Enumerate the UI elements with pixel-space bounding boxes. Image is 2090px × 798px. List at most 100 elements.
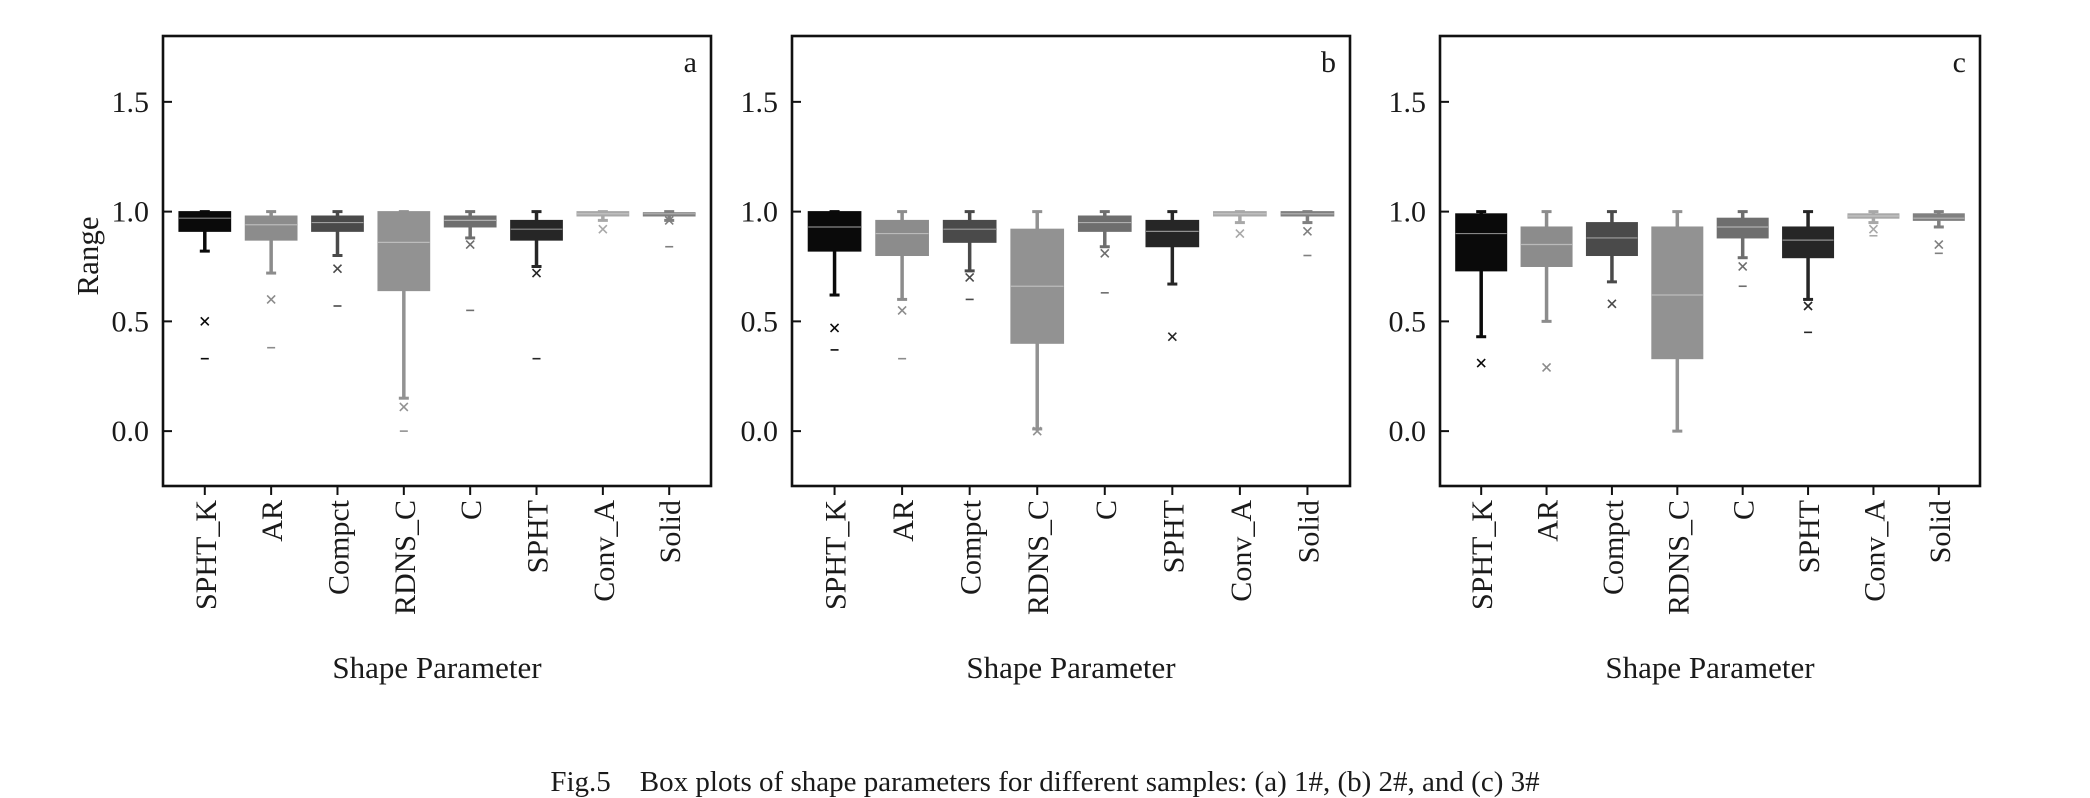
box-compct [311,210,364,307]
box-c [1716,210,1769,288]
outlier-marker [200,316,210,326]
outlier-marker [664,215,674,225]
y-tick-label: 1.5 [741,86,779,119]
box-spht [1782,210,1835,334]
box-ar [244,210,298,349]
plot-frame [161,34,713,488]
outlier-marker [1541,362,1552,373]
outlier-marker [1607,299,1617,309]
box-body [510,219,563,241]
x-tick-label: Compct [1597,499,1630,595]
box-body [1077,215,1132,232]
box-body [443,215,497,228]
box-rdns-c [1010,210,1065,436]
y-tick-label: 0.5 [112,305,150,338]
outlier-marker [332,264,343,274]
x-tick-label: SPHT [1793,500,1826,573]
box-body [1145,219,1200,248]
box-body [807,211,862,252]
x-tick-label: Solid [1924,500,1957,563]
x-tick-label: Compct [322,499,355,595]
box-ar [875,210,929,360]
panel-label: c [1953,46,1966,79]
outlier-marker [531,268,542,278]
y-tick-label: 1.5 [112,86,150,119]
box-body [1520,226,1573,267]
box-compct [1585,210,1638,309]
outlier-marker [1803,301,1813,311]
box-body [244,215,298,241]
x-tick-label: C [1090,500,1123,520]
box-spht [1145,210,1200,342]
outlier-marker [1868,224,1879,234]
outlier-marker [1032,426,1042,436]
y-tick-label: 0.5 [1389,305,1427,338]
panel-b: 0.0 0.5 1.0 1.5 b SPHT_K AR Compct RDNS_C C SPHT Co… [741,34,1352,685]
x-tick-label: Solid [654,500,687,563]
x-axis-label: Shape Parameter [966,650,1176,685]
y-tick-label: 0.0 [1389,415,1427,448]
y-tick-label: 0.5 [741,305,779,338]
y-tick-label: 1.5 [1389,86,1427,119]
outlier-marker [598,224,608,234]
x-tick-label: RDNS_C [1662,500,1695,615]
box-body [1585,222,1638,257]
y-tick-label: 0.0 [112,415,150,448]
y-tick-label: 1.0 [1389,196,1427,229]
x-tick-label: SPHT [522,500,555,573]
box-solid [1280,210,1335,257]
box-plot-panels: 0.0 0.5 1.0 1.5 Range a SPHT_K AR Compct RDNS_C C S… [70,34,1982,685]
box-body [1782,226,1835,259]
box-conv-a [576,210,630,234]
box-rdns-c [377,210,431,432]
box-spht-k [807,210,862,351]
x-tick-label: SPHT_K [1466,500,1499,610]
x-tick-label: C [1728,500,1761,520]
x-tick-label: AR [887,500,920,542]
plot-frame [790,34,1352,488]
panel-a: 0.0 0.5 1.0 1.5 Range a SPHT_K AR Compct RDNS_C C S… [70,34,713,685]
x-tick-label: Conv_A [1858,500,1891,602]
box-body [178,211,232,232]
box-rdns-c [1651,210,1704,433]
box-body [875,219,929,257]
x-tick-label: AR [1532,500,1565,542]
outlier-marker [1100,248,1110,258]
box-body [1651,226,1704,360]
box-spht-k [1455,210,1508,368]
x-tick-label: Conv_A [1225,500,1258,602]
figure-caption: Fig.5 Box plots of shape parameters for … [550,766,1540,798]
box-conv-a [1847,210,1900,237]
panel-c: 0.0 0.5 1.0 1.5 c SPHT_K AR Compct RDNS_C C SPHT Co… [1389,34,1982,685]
box-compct [942,210,997,301]
outlier-marker [897,305,907,315]
box-ar [1520,210,1573,373]
box-spht-k [178,210,232,360]
x-tick-label: Solid [1292,500,1325,563]
box-spht [510,210,563,360]
x-tick-label: SPHT_K [820,500,853,610]
box-solid [642,210,696,248]
box-body [1455,213,1508,272]
x-tick-label: SPHT [1157,500,1190,573]
x-tick-label: Conv_A [588,500,621,602]
outlier-marker [399,402,409,412]
outlier-marker [1738,261,1748,272]
y-axis-label: Range [70,216,105,295]
y-tick-label: 0.0 [741,415,779,448]
x-tick-label: C [455,500,488,520]
outlier-marker [1167,332,1177,342]
outlier-marker [465,239,475,250]
x-tick-label: RDNS_C [1022,500,1055,615]
box-body [1912,213,1965,221]
outlier-marker [1476,358,1486,368]
y-tick-label: 1.0 [112,196,150,229]
plot-frame [1438,34,1982,488]
outlier-marker [1934,239,1944,250]
x-tick-label: SPHT_K [190,500,223,610]
outlier-marker [1302,226,1313,236]
outlier-marker [829,323,840,333]
box-conv-a [1213,210,1267,239]
y-tick-label: 1.0 [741,196,779,229]
